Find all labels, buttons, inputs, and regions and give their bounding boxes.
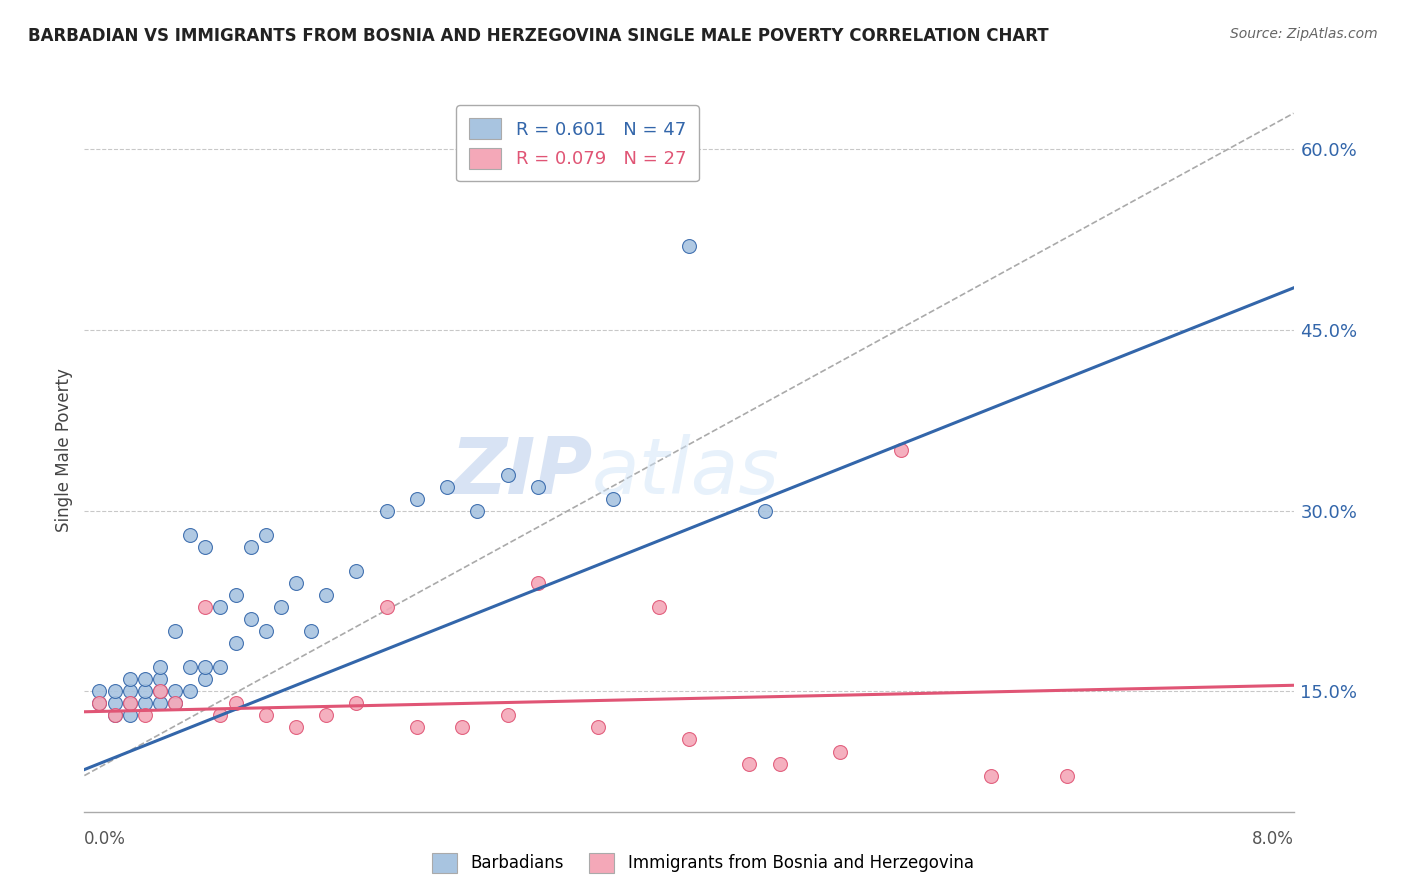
Point — [406, 491, 429, 506]
Point — [588, 721, 610, 735]
Point — [134, 708, 156, 723]
Point — [678, 732, 700, 747]
Point — [769, 756, 792, 771]
Point — [165, 624, 187, 639]
Point — [118, 708, 141, 723]
Point — [254, 527, 277, 541]
Point — [299, 624, 322, 639]
Point — [375, 600, 398, 615]
Point — [165, 696, 187, 710]
Point — [165, 684, 187, 698]
Point — [496, 708, 519, 723]
Point — [225, 696, 247, 710]
Legend: Barbadians, Immigrants from Bosnia and Herzegovina: Barbadians, Immigrants from Bosnia and H… — [426, 847, 980, 880]
Point — [104, 696, 127, 710]
Point — [179, 660, 201, 674]
Point — [285, 576, 308, 591]
Point — [209, 660, 232, 674]
Point — [134, 696, 156, 710]
Point — [406, 721, 429, 735]
Text: 8.0%: 8.0% — [1251, 830, 1294, 847]
Point — [467, 503, 489, 517]
Text: atlas: atlas — [592, 434, 780, 510]
Point — [254, 708, 277, 723]
Point — [451, 721, 474, 735]
Point — [648, 600, 671, 615]
Point — [346, 696, 368, 710]
Point — [194, 540, 217, 554]
Point — [118, 696, 141, 710]
Point — [346, 564, 368, 578]
Point — [225, 636, 247, 650]
Point — [209, 600, 232, 615]
Point — [830, 744, 852, 758]
Point — [104, 684, 127, 698]
Point — [225, 588, 247, 602]
Point — [134, 684, 156, 698]
Point — [149, 673, 172, 687]
Y-axis label: Single Male Poverty: Single Male Poverty — [55, 368, 73, 533]
Point — [527, 480, 550, 494]
Point — [149, 684, 172, 698]
Text: BARBADIAN VS IMMIGRANTS FROM BOSNIA AND HERZEGOVINA SINGLE MALE POVERTY CORRELAT: BARBADIAN VS IMMIGRANTS FROM BOSNIA AND … — [28, 27, 1049, 45]
Point — [602, 491, 624, 506]
Point — [194, 660, 217, 674]
Point — [118, 673, 141, 687]
Point — [194, 673, 217, 687]
Point — [149, 660, 172, 674]
Point — [315, 708, 337, 723]
Point — [239, 612, 262, 626]
Text: 0.0%: 0.0% — [84, 830, 127, 847]
Point — [149, 696, 172, 710]
Point — [209, 708, 232, 723]
Point — [179, 527, 201, 541]
Point — [239, 540, 262, 554]
Point — [436, 480, 458, 494]
Point — [375, 503, 398, 517]
Point — [1056, 769, 1078, 783]
Point — [89, 684, 111, 698]
Point — [980, 769, 1002, 783]
Point — [496, 467, 519, 482]
Point — [149, 684, 172, 698]
Point — [254, 624, 277, 639]
Point — [270, 600, 292, 615]
Point — [89, 696, 111, 710]
Point — [678, 238, 700, 252]
Point — [527, 576, 550, 591]
Point — [89, 696, 111, 710]
Legend: R = 0.601   N = 47, R = 0.079   N = 27: R = 0.601 N = 47, R = 0.079 N = 27 — [456, 105, 699, 181]
Point — [118, 684, 141, 698]
Point — [285, 721, 308, 735]
Text: Source: ZipAtlas.com: Source: ZipAtlas.com — [1230, 27, 1378, 41]
Point — [890, 443, 912, 458]
Point — [165, 696, 187, 710]
Point — [738, 756, 761, 771]
Point — [104, 708, 127, 723]
Point — [754, 503, 776, 517]
Point — [179, 684, 201, 698]
Point — [134, 673, 156, 687]
Point — [104, 708, 127, 723]
Point — [315, 588, 337, 602]
Point — [194, 600, 217, 615]
Point — [118, 696, 141, 710]
Text: ZIP: ZIP — [450, 434, 592, 510]
